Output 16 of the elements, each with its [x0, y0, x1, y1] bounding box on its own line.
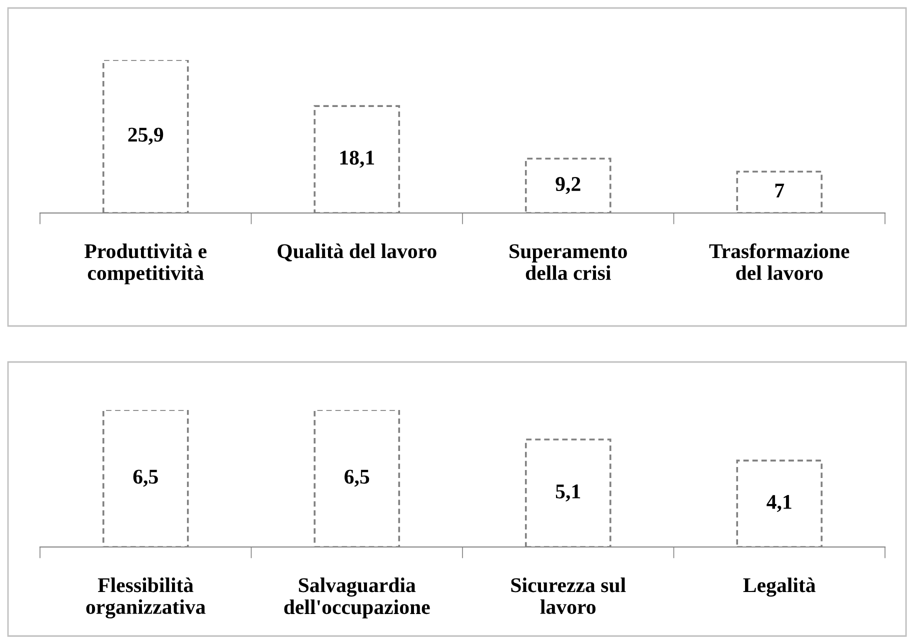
- x-tick-label: Superamento della crisi: [510, 244, 627, 280]
- data-label: 25,9: [128, 128, 164, 145]
- x-tick-label: Qualità del lavoro: [278, 244, 436, 262]
- data-label: 9,2: [556, 177, 580, 194]
- x-tick-label: Salvaguardia dell'occupazione: [284, 578, 430, 618]
- x-tick-label: Produttività e competitività: [84, 244, 207, 284]
- x-tick-label: Sicurezza sul lavoro: [511, 578, 626, 614]
- x-tick-label: Flessibilità organizzativa: [86, 578, 206, 618]
- data-label: 4,1: [766, 495, 792, 512]
- data-label: 7: [775, 184, 784, 198]
- data-label: 6,5: [133, 470, 158, 487]
- data-label: 18,1: [340, 150, 374, 168]
- x-tick-label: Legalità: [743, 578, 816, 597]
- x-tick-label: Trasformazione del lavoro: [709, 243, 850, 280]
- data-label: 5,1: [556, 484, 580, 502]
- data-label: 6,5: [344, 470, 370, 487]
